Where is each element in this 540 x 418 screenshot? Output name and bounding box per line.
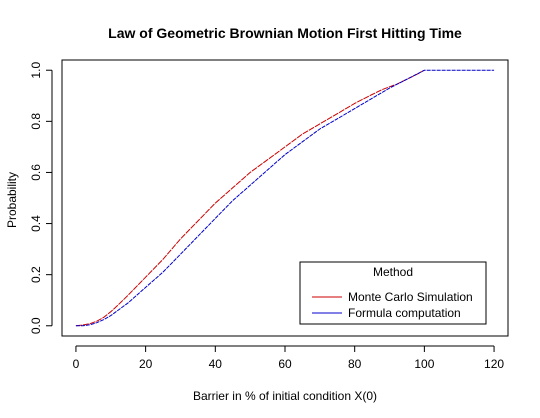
y-tick-label: 0.8 [29, 113, 43, 130]
y-tick-label: 0.0 [29, 317, 43, 334]
axes: 0 20 40 60 80 100 120 0.0 0.2 0.4 0.6 0.8 1.0 [29, 62, 504, 371]
x-tick-label: 120 [484, 357, 504, 371]
chart-title: Law of Geometric Brownian Motion First H… [108, 25, 462, 41]
legend-box [299, 261, 487, 325]
y-axis-label: Probability [5, 172, 19, 228]
x-tick-label: 20 [139, 357, 153, 371]
series-line-monte-carlo [75, 69, 425, 327]
x-tick-label: 80 [348, 357, 362, 371]
series-layer [75, 69, 495, 327]
legend-label-formula: Formula computation [348, 306, 461, 320]
x-tick-label: 60 [278, 357, 292, 371]
x-tick-label: 40 [209, 357, 223, 371]
y-tick-label: 0.6 [29, 164, 43, 181]
legend: Method Monte Carlo Simulation Formula co… [299, 261, 487, 325]
y-tick-label: 1.0 [29, 62, 43, 79]
series-line-formula [75, 69, 495, 327]
legend-label-monte-carlo: Monte Carlo Simulation [348, 290, 473, 304]
plot-frame [61, 59, 509, 337]
y-tick-label: 0.4 [29, 215, 43, 232]
x-axis-label: Barrier in % of initial condition X(0) [193, 389, 377, 403]
y-tick-label: 0.2 [29, 266, 43, 283]
legend-title: Method [373, 265, 413, 279]
x-tick-label: 0 [73, 357, 80, 371]
x-tick-label: 100 [414, 357, 434, 371]
